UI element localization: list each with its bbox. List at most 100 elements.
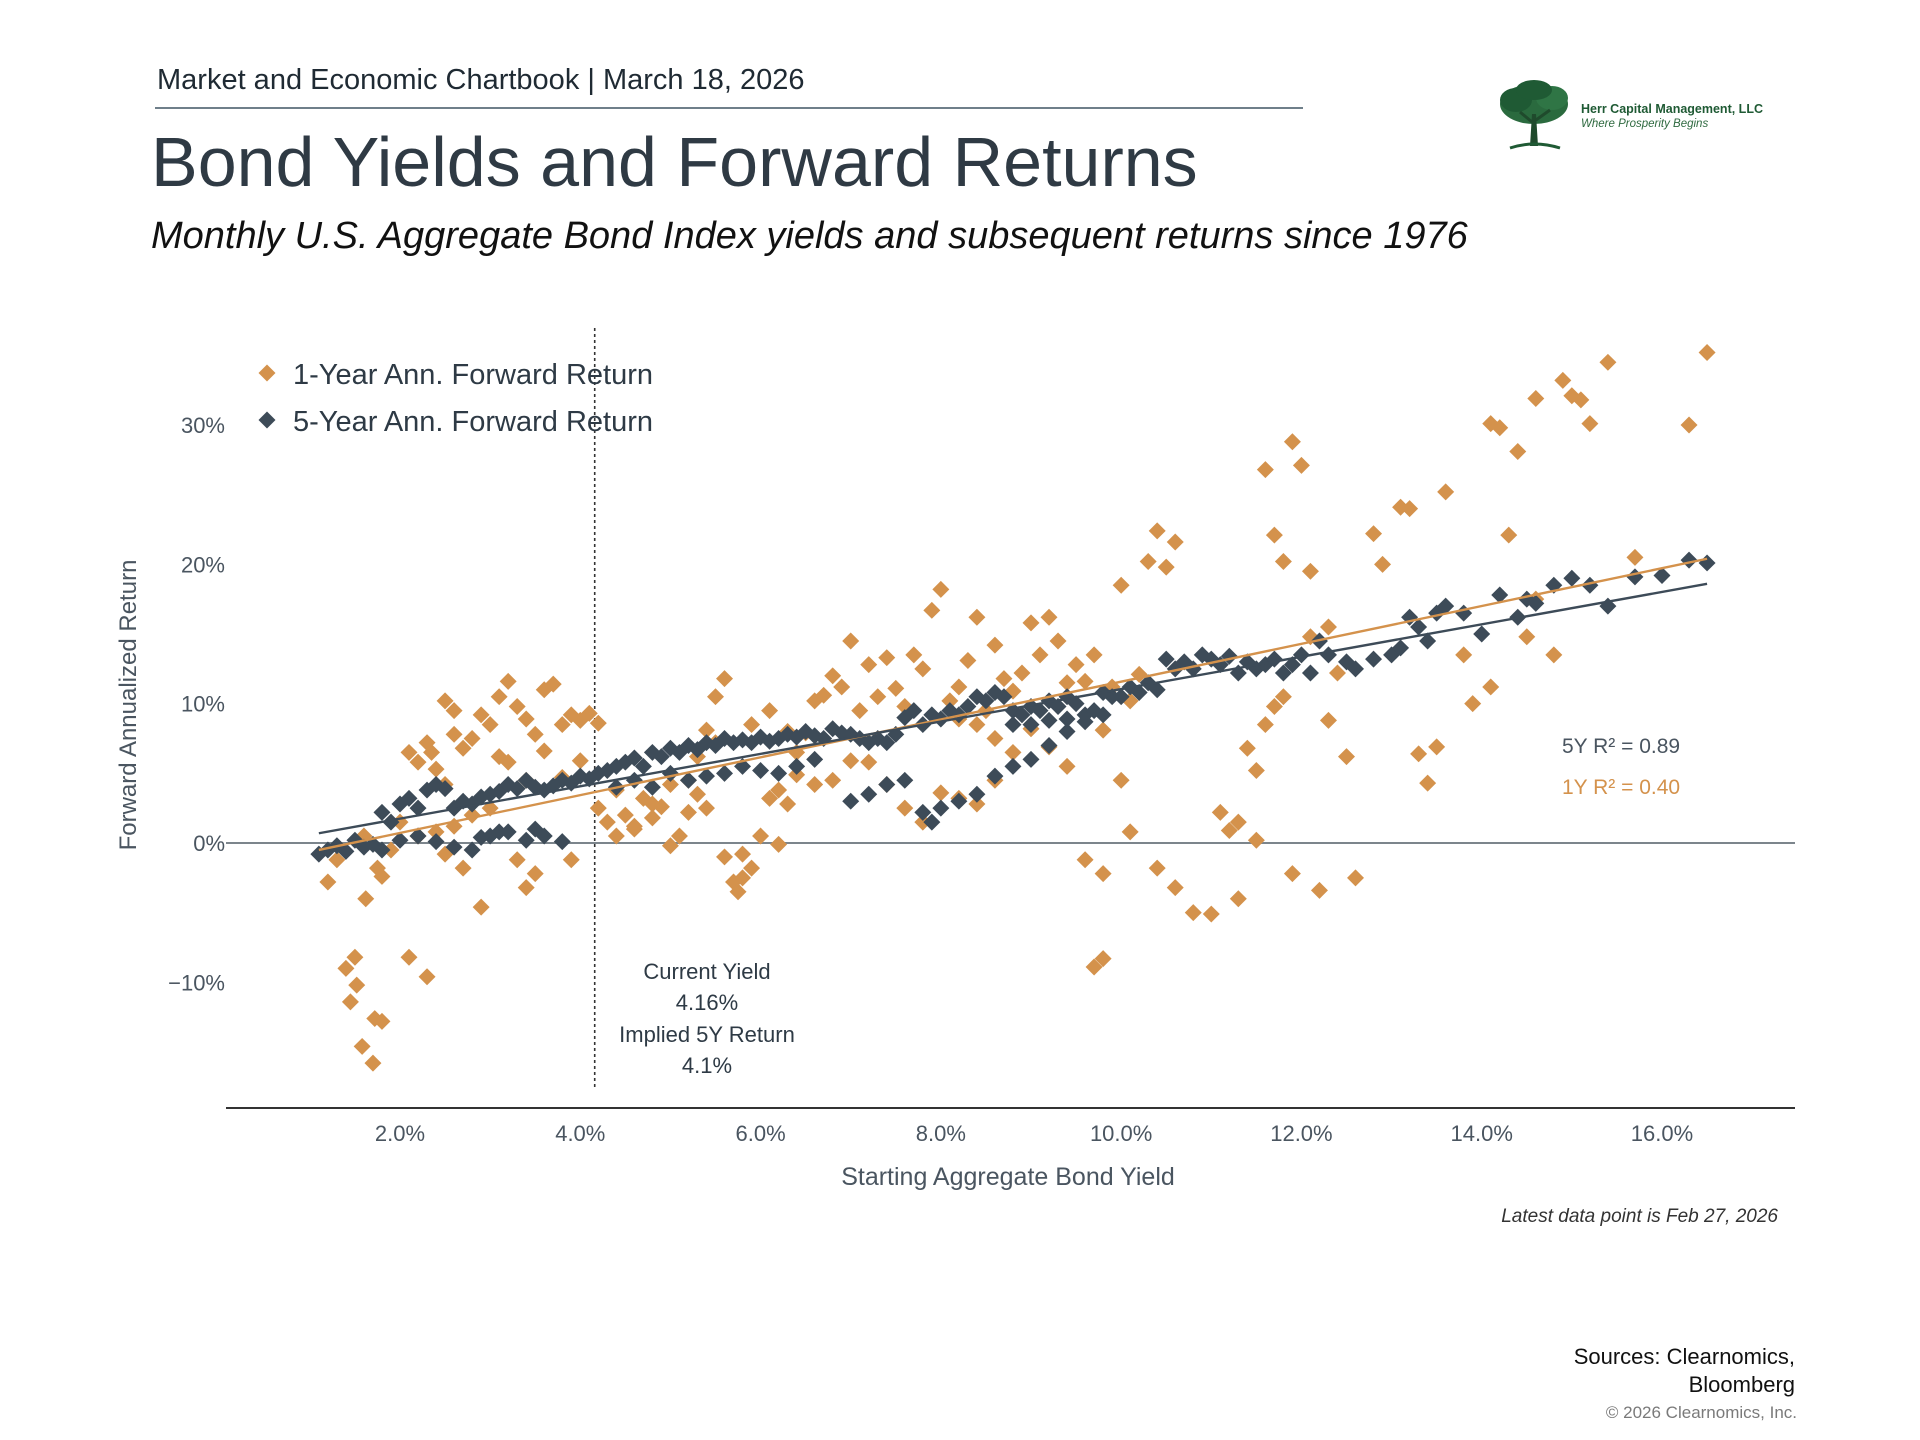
data-point-5y (959, 697, 977, 715)
current-yield-label: Current Yield (643, 959, 770, 984)
x-tick-label: 6.0% (735, 1121, 785, 1146)
data-point-1y (1229, 890, 1247, 908)
data-point-1y (472, 898, 490, 916)
data-point-1y (1509, 442, 1527, 460)
data-point-1y (716, 848, 733, 866)
data-point-5y (1094, 706, 1112, 724)
data-point-1y (1031, 646, 1049, 664)
data-point-5y (1292, 646, 1310, 664)
data-point-5y (950, 792, 968, 810)
data-point-1y (1437, 483, 1455, 501)
data-point-5y (1653, 566, 1671, 584)
data-point-5y (1581, 576, 1599, 594)
y-tick-label: 10% (181, 692, 225, 717)
data-point-5y (652, 748, 670, 766)
data-point-1y (1527, 390, 1545, 408)
y-tick-label: −10% (168, 970, 225, 995)
data-point-5y (463, 841, 481, 859)
data-point-1y (1112, 576, 1130, 594)
data-point-1y (346, 948, 364, 966)
data-point-1y (1112, 771, 1130, 789)
data-point-1y (1365, 525, 1383, 543)
data-point-1y (734, 869, 752, 887)
data-point-1y (1058, 757, 1076, 775)
data-point-1y (1482, 678, 1500, 696)
data-point-5y (373, 841, 391, 859)
data-point-1y (1166, 533, 1184, 551)
data-point-5y (436, 780, 454, 798)
data-point-1y (1338, 748, 1355, 766)
data-point-5y (716, 764, 733, 782)
data-point-1y (860, 753, 878, 771)
data-point-1y (932, 580, 950, 598)
data-point-1y (353, 1037, 371, 1055)
data-point-1y (932, 784, 950, 802)
data-point-5y (905, 702, 923, 720)
page-title: Bond Yields and Forward Returns (151, 123, 1198, 201)
legend-label-1y: 1-Year Ann. Forward Return (293, 359, 653, 391)
legend-marker-1y (258, 364, 276, 382)
data-point-5y (391, 831, 409, 849)
data-point-5y (1392, 639, 1410, 657)
x-tick-label: 12.0% (1270, 1121, 1332, 1146)
data-point-1y (1599, 353, 1617, 371)
data-point-1y (1238, 739, 1256, 757)
data-point-1y (1184, 904, 1202, 922)
data-point-1y (869, 688, 887, 706)
data-point-5y (1058, 723, 1076, 741)
data-point-5y (409, 827, 427, 845)
legend-item-5y: 5-Year Ann. Forward Return (258, 406, 653, 438)
data-point-1y (517, 879, 535, 897)
trend-line-1y (318, 557, 1708, 852)
data-point-1y (1265, 697, 1283, 715)
data-point-1y (950, 678, 968, 696)
implied-return-value: 4.1% (682, 1053, 732, 1078)
data-point-1y (1094, 721, 1112, 739)
data-point-1y (851, 702, 869, 720)
data-point-1y (1148, 859, 1166, 877)
data-point-1y (1094, 865, 1112, 883)
y-tick-label: 30% (181, 413, 225, 438)
x-tick-label: 8.0% (916, 1121, 966, 1146)
data-point-1y (472, 706, 490, 724)
data-point-1y (643, 795, 661, 813)
data-point-5y (878, 734, 896, 752)
data-point-1y (1256, 716, 1274, 734)
r2-1y-label: 1Y R² = 0.40 (1562, 776, 1680, 799)
data-point-1y (1319, 618, 1337, 636)
data-point-1y (1166, 879, 1184, 897)
data-point-1y (1283, 433, 1301, 451)
data-point-5y (1283, 656, 1301, 674)
header-rule (155, 107, 1303, 109)
data-point-1y (1410, 745, 1428, 763)
copyright-note: © 2026 Clearnomics, Inc. (1605, 1403, 1797, 1422)
data-point-1y (1274, 553, 1292, 571)
current-yield-value: 4.16% (676, 990, 738, 1015)
data-point-5y (1148, 681, 1166, 699)
data-point-5y (752, 762, 770, 780)
data-point-5y (490, 823, 508, 841)
data-point-1y (1310, 881, 1328, 899)
data-point-1y (1004, 743, 1022, 761)
data-point-5y (770, 764, 788, 782)
data-point-1y (427, 823, 445, 841)
implied-return-label: Implied 5Y Return (619, 1022, 795, 1047)
data-point-1y (1013, 664, 1031, 682)
legend-label-5y: 5-Year Ann. Forward Return (293, 406, 653, 438)
data-point-5y (625, 749, 643, 767)
data-point-1y (625, 817, 643, 835)
data-point-5y (914, 803, 932, 821)
data-point-1y (896, 799, 914, 817)
data-point-1y (1680, 416, 1698, 434)
data-point-1y (400, 948, 418, 966)
company-logo: Herr Capital Management, LLC Where Prosp… (1492, 74, 1792, 160)
data-point-1y (607, 827, 625, 845)
data-point-1y (409, 753, 427, 771)
x-tick-label: 10.0% (1090, 1121, 1152, 1146)
data-point-1y (905, 646, 923, 664)
data-point-5y (472, 828, 490, 846)
data-point-5y (661, 764, 679, 782)
data-point-1y (643, 809, 661, 827)
data-point-5y (337, 842, 355, 860)
data-point-5y (986, 767, 1004, 785)
